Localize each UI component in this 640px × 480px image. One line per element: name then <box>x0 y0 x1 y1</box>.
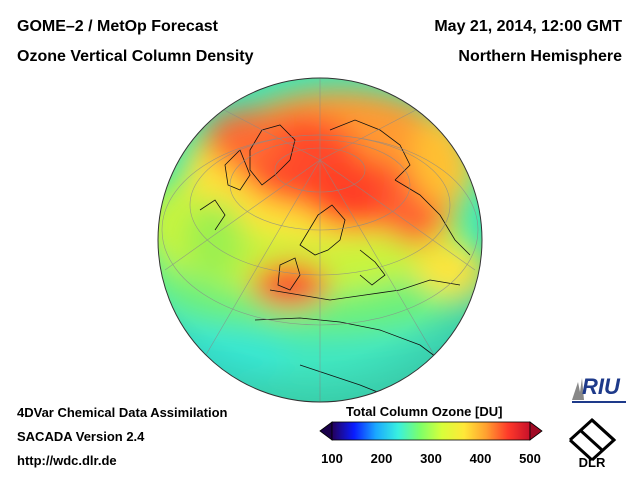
colorbar-ramp <box>331 421 531 441</box>
colorbar-title: Total Column Ozone [DU] <box>346 404 503 419</box>
colorbar-tick-100: 100 <box>321 451 343 466</box>
title-region: Northern Hemisphere <box>458 48 622 65</box>
title-variable: Ozone Vertical Column Density <box>17 48 254 65</box>
colorbar-tick-500: 500 <box>519 451 541 466</box>
ozone-field <box>158 78 482 402</box>
dlr-logo: DLR <box>568 417 617 468</box>
colorbar-tick-300: 300 <box>420 451 442 466</box>
title-product: GOME–2 / MetOp Forecast <box>17 18 218 35</box>
colorbar-tick-200: 200 <box>370 451 393 466</box>
footer-assimilation: 4DVar Chemical Data Assimilation <box>17 405 228 420</box>
riu-logo: RIU <box>572 374 626 403</box>
footer-version: SACADA Version 2.4 <box>17 429 145 444</box>
colorbar <box>319 421 543 441</box>
globe-outline <box>157 77 483 403</box>
colorbar-tick-400: 400 <box>469 451 492 466</box>
title-datetime: May 21, 2014, 12:00 GMT <box>434 18 622 35</box>
colorbar-high-arrow <box>529 421 543 441</box>
footer-url[interactable]: http://wdc.dlr.de <box>17 453 117 468</box>
colorbar-low-arrow <box>319 421 333 441</box>
dlr-logo-text: DLR <box>579 455 606 468</box>
riu-logo-text: RIU <box>582 374 621 399</box>
